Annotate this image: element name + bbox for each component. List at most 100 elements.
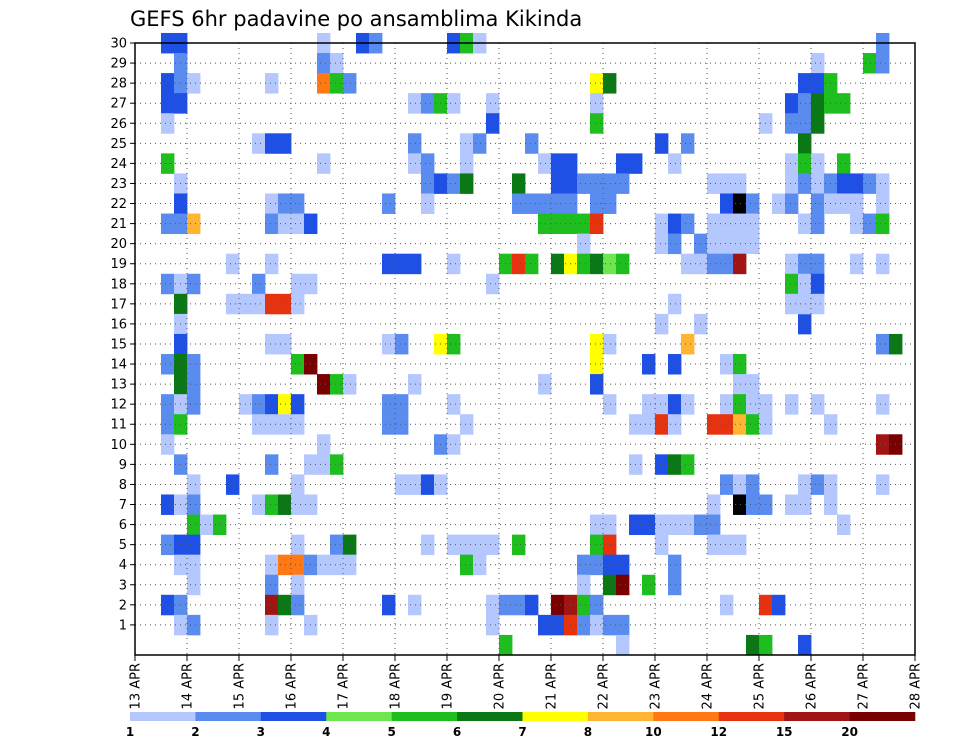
heatmap-cell — [720, 394, 734, 415]
heatmap-cell — [642, 574, 656, 596]
heatmap-cell — [733, 534, 747, 556]
heatmap-cell — [486, 594, 500, 616]
heatmap-cell — [538, 193, 552, 214]
heatmap-cell — [213, 514, 227, 536]
heatmap-cell — [590, 193, 604, 214]
heatmap-cell — [382, 253, 396, 275]
heatmap-cell — [720, 213, 734, 235]
heatmap-cell — [616, 574, 630, 596]
heatmap-cell — [772, 193, 786, 214]
heatmap-cell — [590, 614, 604, 636]
heatmap-cell — [811, 53, 825, 74]
heatmap-cell — [395, 474, 409, 495]
heatmap-cell — [707, 414, 721, 435]
heatmap-cell — [798, 133, 812, 154]
heatmap-cell — [668, 574, 682, 596]
y-tick-label: 25 — [110, 137, 127, 152]
heatmap-cell — [187, 494, 201, 515]
heatmap-cell — [408, 153, 422, 174]
x-tick-label: 24 APR — [701, 663, 716, 709]
heatmap-cell — [577, 554, 591, 576]
heatmap-cell — [655, 233, 669, 255]
heatmap-cell — [603, 333, 617, 355]
heatmap-cell — [265, 394, 279, 415]
y-axis-ticks: 1234567891011121314151617181920212223242… — [110, 37, 135, 633]
heatmap-cell — [317, 434, 331, 455]
heatmap-cell — [746, 374, 760, 395]
heatmap-cell — [590, 514, 604, 536]
heatmap-cell — [551, 153, 565, 174]
heatmap-cell — [252, 494, 266, 515]
heatmap-cell — [603, 574, 617, 596]
heatmap-cell — [733, 173, 747, 194]
heatmap-cell — [811, 173, 825, 194]
heatmap-cell — [590, 554, 604, 576]
heatmap-cell — [343, 374, 357, 395]
heatmap-cell — [785, 253, 799, 275]
heatmap-cell — [746, 394, 760, 415]
colorbar-swatch — [326, 712, 392, 721]
heatmap-cell — [590, 73, 604, 94]
heatmap-cell — [668, 554, 682, 576]
heatmap-cell — [473, 133, 487, 154]
heatmap-cell — [811, 113, 825, 134]
heatmap-cell — [499, 634, 513, 656]
heatmap-cell — [707, 173, 721, 194]
heatmap-cell — [317, 554, 331, 576]
heatmap-cell — [785, 394, 799, 415]
heatmap-cell — [265, 414, 279, 435]
x-tick-label: 25 APR — [753, 663, 768, 709]
heatmap-cell — [668, 454, 682, 475]
heatmap-cell — [252, 293, 266, 315]
heatmap-cell — [486, 113, 500, 134]
heatmap-cell — [421, 534, 435, 556]
chart-title: GEFS 6hr padavine po ansamblima Kikinda — [130, 7, 582, 31]
x-tick-label: 13 APR — [129, 663, 144, 709]
heatmap-cell — [733, 253, 747, 275]
heatmap-cell — [681, 454, 695, 475]
heatmap-cell — [161, 273, 175, 295]
heatmap-cell — [577, 253, 591, 275]
heatmap-cell — [785, 293, 799, 315]
heatmap-cell — [707, 213, 721, 235]
heatmap-cell — [291, 474, 305, 495]
heatmap-cell — [616, 253, 630, 275]
heatmap-cell — [681, 213, 695, 235]
heatmap-cell — [590, 113, 604, 134]
heatmap-cell — [850, 173, 864, 194]
heatmap-cell — [720, 354, 734, 375]
heatmap-cell — [473, 534, 487, 556]
heatmap-cell — [265, 213, 279, 235]
heatmap-cell — [278, 414, 292, 435]
y-tick-label: 15 — [110, 337, 127, 352]
heatmap-cell — [421, 474, 435, 495]
x-tick-label: 18 APR — [389, 663, 404, 709]
heatmap-cell — [265, 554, 279, 576]
heatmap-cell — [720, 173, 734, 194]
heatmap-cell — [863, 213, 877, 235]
heatmap-cell — [681, 514, 695, 536]
y-tick-label: 28 — [110, 77, 127, 92]
heatmap-cell — [746, 634, 760, 656]
heatmap-cell — [538, 614, 552, 636]
y-tick-label: 17 — [110, 297, 127, 312]
heatmap-cell — [187, 574, 201, 596]
colorbar-swatch — [718, 712, 785, 721]
heatmap-cell — [265, 574, 279, 596]
heatmap-cell — [486, 273, 500, 295]
heatmap-cell — [460, 153, 474, 174]
heatmap-cell — [876, 173, 890, 194]
heatmap-cell — [785, 193, 799, 214]
heatmap-cell — [226, 293, 240, 315]
x-tick-label: 14 APR — [181, 663, 196, 709]
heatmap-cell — [317, 374, 331, 395]
heatmap-cell — [798, 474, 812, 495]
heatmap-cell — [161, 494, 175, 515]
heatmap-cell — [668, 354, 682, 375]
heatmap-cell — [330, 53, 344, 74]
y-tick-label: 14 — [110, 358, 127, 373]
heatmap-cell — [278, 394, 292, 415]
heatmap-cell — [603, 614, 617, 636]
heatmap-cell — [603, 173, 617, 194]
heatmap-cell — [798, 213, 812, 235]
